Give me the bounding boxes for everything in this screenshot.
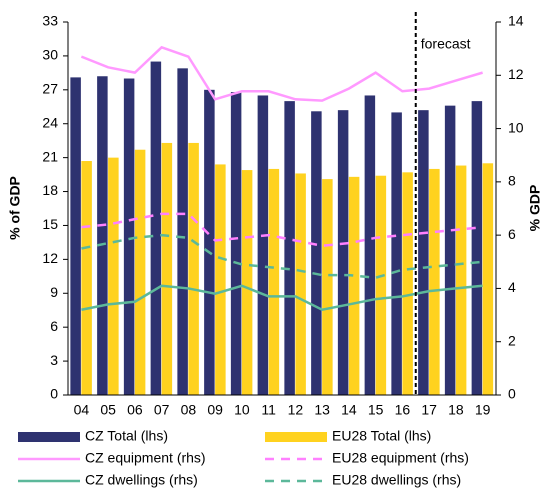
y2-tick-label: 8	[508, 173, 516, 189]
y2-tick-label: 12	[508, 66, 524, 82]
x-tick-label: 10	[234, 402, 250, 418]
bar	[241, 170, 253, 395]
x-tick-label: 04	[74, 402, 90, 418]
bar	[348, 176, 360, 395]
y2-tick-label: 14	[508, 13, 524, 29]
legend-label: CZ Total (lhs)	[85, 428, 168, 444]
x-tick-label: 06	[127, 402, 143, 418]
y2-tick-label: 4	[508, 279, 516, 295]
bar	[375, 175, 387, 395]
bar	[418, 110, 429, 395]
x-tick-label: 09	[207, 402, 223, 418]
legend-label: EU28 Total (lhs)	[332, 428, 431, 444]
bar	[177, 68, 188, 396]
x-tick-label: 15	[368, 402, 384, 418]
x-tick-label: 05	[100, 402, 116, 418]
x-tick-label: 12	[288, 402, 304, 418]
x-tick-label: 19	[475, 402, 491, 418]
y2-tick-label: 6	[508, 226, 516, 242]
y-tick-label: 0	[50, 386, 58, 402]
y-tick-label: 27	[42, 81, 58, 97]
bar	[108, 157, 119, 395]
bar	[161, 142, 173, 395]
y2-tick-label: 10	[508, 119, 524, 135]
bar	[188, 142, 199, 395]
y2-tick-label: 2	[508, 332, 516, 348]
y2-tick-label: 0	[508, 386, 516, 402]
annotation: forecast	[421, 36, 471, 52]
legend-label: CZ equipment (rhs)	[85, 450, 206, 466]
bar	[429, 168, 440, 395]
y-tick-label: 12	[42, 250, 58, 266]
line-series	[81, 212, 483, 248]
x-tick-label: 18	[448, 402, 464, 418]
y-axis-title: % of GDP	[7, 176, 23, 240]
bar	[215, 164, 226, 395]
bar	[123, 78, 135, 396]
x-tick-label: 07	[154, 402, 170, 418]
bar	[455, 165, 467, 395]
bar	[134, 149, 146, 395]
bar	[70, 77, 81, 395]
bar	[268, 168, 280, 395]
bar	[482, 163, 494, 395]
legend-label: CZ dwellings (rhs)	[85, 472, 198, 488]
bar	[337, 110, 349, 395]
y-tick-label: 18	[42, 182, 58, 198]
x-tick-label: 13	[314, 402, 330, 418]
legend-swatch	[265, 432, 327, 442]
bar	[150, 61, 162, 395]
bar	[364, 95, 376, 395]
bar	[471, 101, 483, 395]
x-tick-label: 14	[341, 402, 357, 418]
y-tick-label: 30	[42, 47, 58, 63]
y-tick-label: 3	[50, 352, 58, 368]
bar	[204, 89, 215, 396]
y-tick-label: 33	[42, 13, 58, 29]
y-tick-label: 9	[50, 284, 58, 300]
bar	[230, 92, 242, 395]
x-tick-label: 11	[261, 402, 276, 418]
x-tick-label: 16	[395, 402, 411, 418]
bar	[444, 105, 456, 395]
line-series	[80, 45, 483, 102]
y2-axis-title: % GDP	[527, 185, 543, 232]
y-tick-label: 21	[42, 148, 58, 164]
legend-swatch	[18, 432, 80, 442]
bar	[322, 179, 333, 395]
x-tick-label: 08	[181, 402, 197, 418]
legend-label: EU28 equipment (rhs)	[332, 450, 469, 466]
y-tick-label: 24	[42, 114, 58, 130]
bar	[284, 101, 295, 395]
bar	[402, 172, 413, 395]
bar	[257, 95, 269, 395]
y-tick-label: 6	[50, 318, 58, 334]
bar	[295, 173, 306, 395]
legend-label: EU28 dwellings (rhs)	[332, 472, 461, 488]
bar	[391, 112, 402, 395]
bar	[81, 161, 92, 395]
bar	[97, 76, 108, 395]
y-tick-label: 15	[42, 216, 58, 232]
line-series	[81, 233, 483, 280]
bar	[311, 111, 322, 395]
x-tick-label: 17	[421, 402, 437, 418]
